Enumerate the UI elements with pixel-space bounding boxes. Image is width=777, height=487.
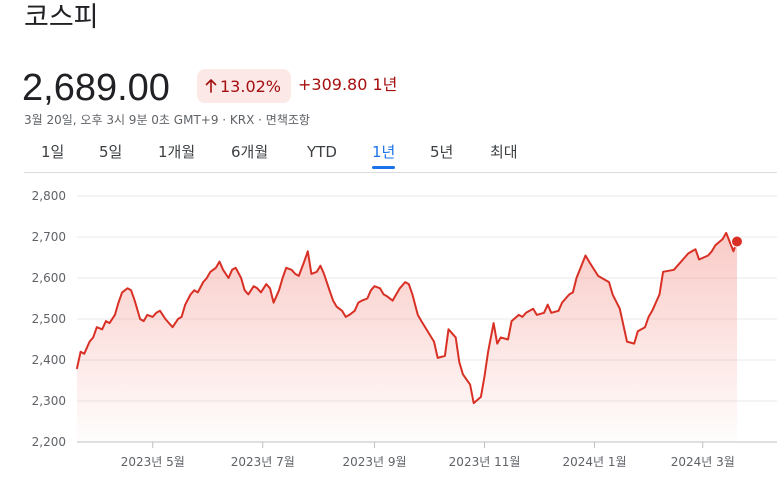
current-price-marker <box>731 235 743 248</box>
tab-6-month[interactable]: 6개월 <box>231 143 269 161</box>
y-tick-label: 2,500 <box>32 312 66 326</box>
x-tick-label: 2024년 3월 <box>671 455 735 469</box>
header-divider <box>24 172 777 173</box>
x-tick-label: 2023년 9월 <box>343 455 407 469</box>
x-tick-label: 2024년 1월 <box>563 455 627 469</box>
page-title: 코스피 <box>24 2 99 33</box>
x-tick-label: 2023년 7월 <box>231 455 295 469</box>
y-tick-label: 2,800 <box>32 189 66 203</box>
y-tick-label: 2,300 <box>32 394 66 408</box>
tab-5-year[interactable]: 5년 <box>430 143 454 161</box>
y-tick-label: 2,700 <box>32 230 66 244</box>
tab-1-day[interactable]: 1일 <box>41 143 65 161</box>
tab-5-day[interactable]: 5일 <box>99 143 123 161</box>
tab-1-year[interactable]: 1년 <box>372 138 396 169</box>
price-chart[interactable]: 2,800 2,700 2,600 2,500 2,400 2,300 2,200 2023… <box>0 176 777 487</box>
percent-change-value: 13.02% <box>220 76 282 96</box>
current-price: 2,689.00 <box>22 67 170 109</box>
absolute-change: +309.80 1년 <box>298 75 398 94</box>
price-line <box>76 231 738 405</box>
percent-change-badge: 13.02% <box>197 69 292 103</box>
x-tick-label: 2023년 11월 <box>449 455 521 469</box>
tab-max[interactable]: 최대 <box>490 143 518 161</box>
price-area-fill <box>77 232 737 442</box>
y-tick-label: 2,600 <box>32 271 66 285</box>
arrow-up-icon <box>205 79 217 93</box>
quote-meta: 3월 20일, 오후 3시 9분 0초 GMT+9 · KRX · 면책조항 <box>24 113 310 127</box>
tab-1-month[interactable]: 1개월 <box>158 143 196 161</box>
y-tick-label: 2,200 <box>32 435 66 449</box>
tab-ytd[interactable]: YTD <box>307 143 337 161</box>
y-tick-label: 2,400 <box>32 353 66 367</box>
x-tick-label: 2023년 5월 <box>121 455 185 469</box>
